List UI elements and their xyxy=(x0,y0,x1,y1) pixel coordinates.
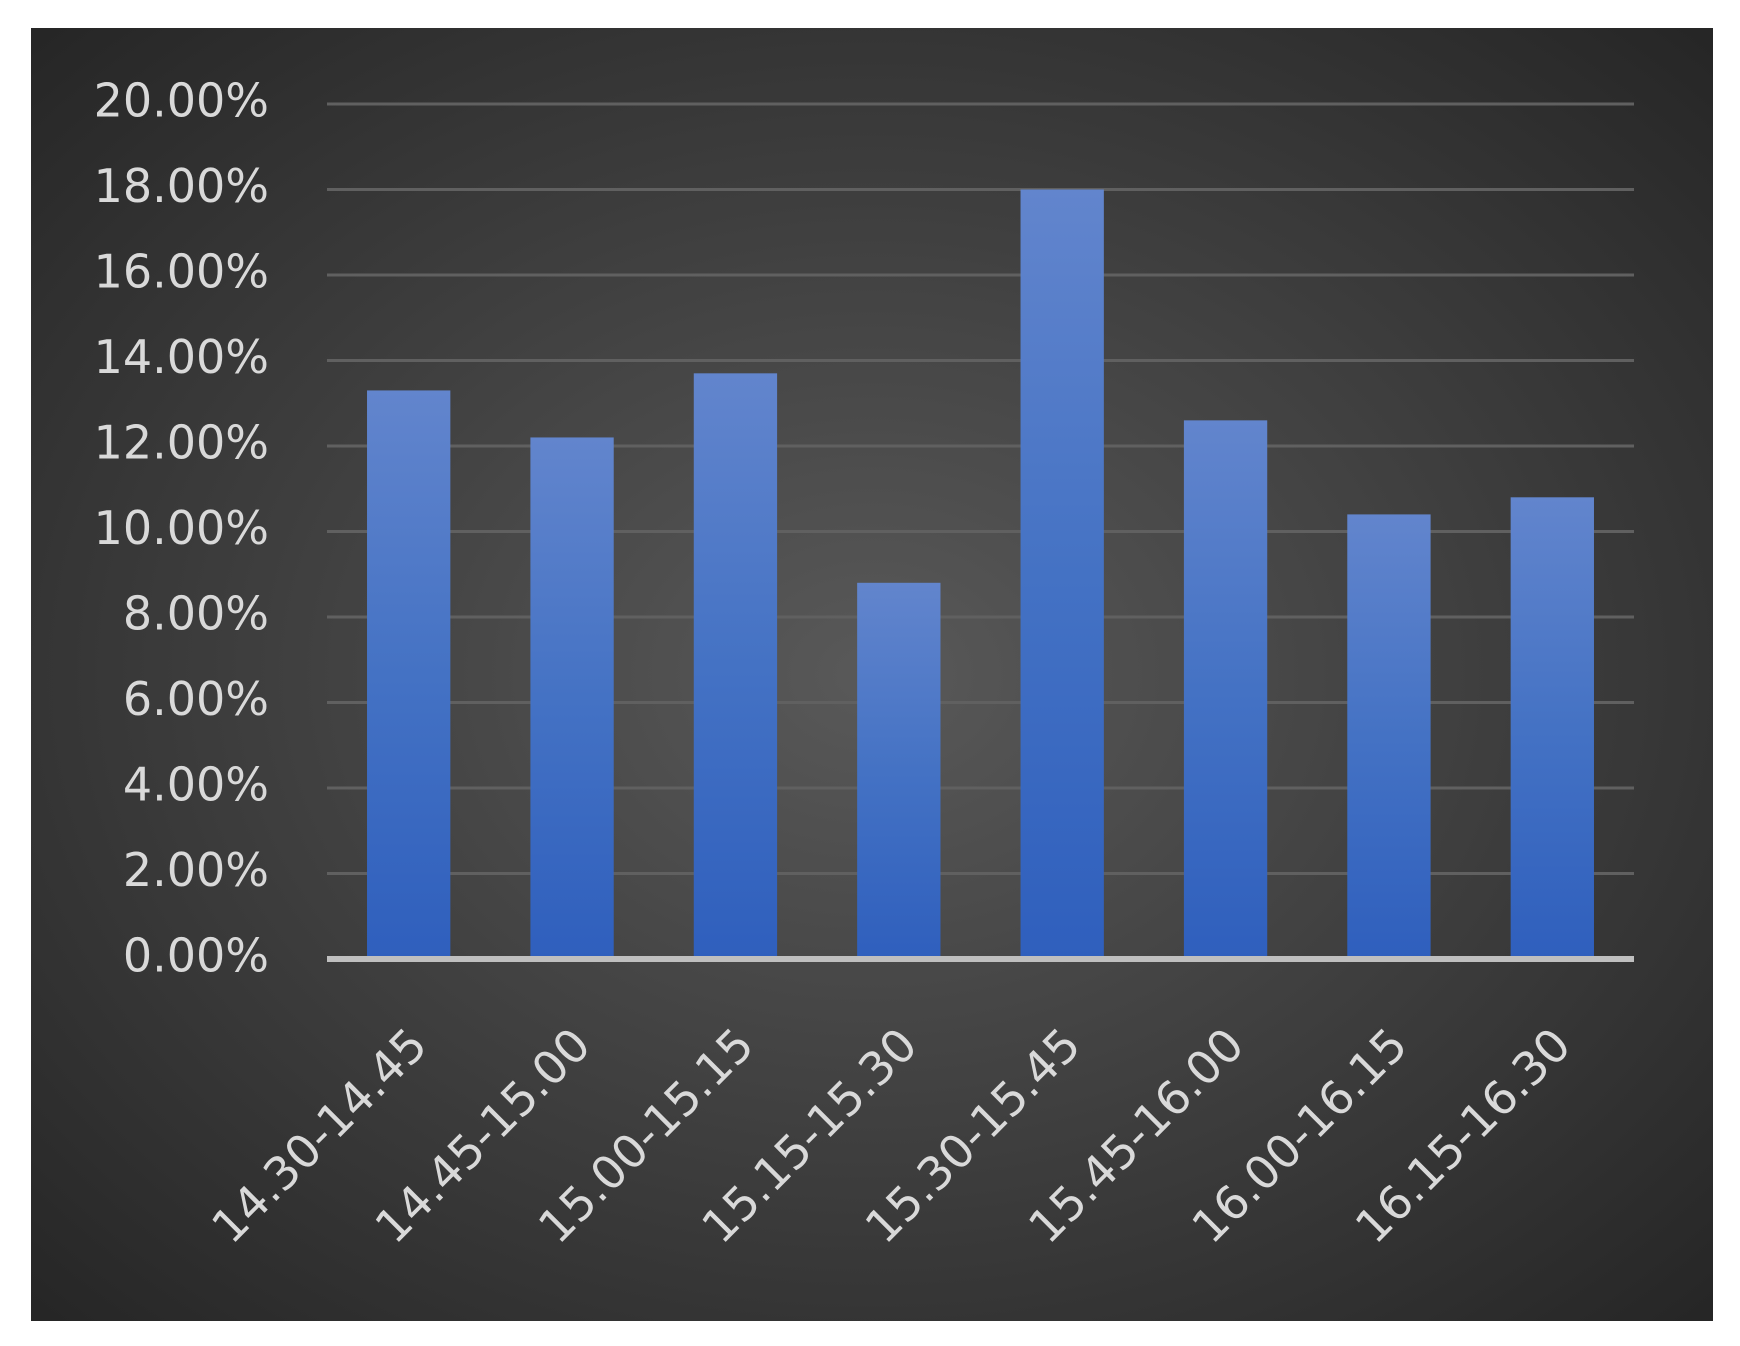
bar xyxy=(1347,514,1431,959)
y-tick-label: 14.00% xyxy=(94,330,269,384)
y-tick-label: 6.00% xyxy=(123,672,269,726)
bar xyxy=(1183,420,1268,960)
bar xyxy=(693,373,778,959)
y-tick-label: 20.00% xyxy=(94,74,269,128)
y-tick-label: 12.00% xyxy=(94,416,269,470)
y-tick-label: 8.00% xyxy=(123,587,269,641)
y-tick-label: 18.00% xyxy=(94,159,269,213)
bar xyxy=(530,437,614,959)
bar xyxy=(1510,497,1594,959)
y-tick-label: 10.00% xyxy=(94,501,269,555)
bar xyxy=(857,582,941,959)
y-tick-label: 0.00% xyxy=(123,929,269,983)
y-tick-label: 16.00% xyxy=(94,245,269,299)
y-tick-label: 4.00% xyxy=(123,758,269,812)
bar xyxy=(367,390,451,959)
bar xyxy=(1020,189,1104,959)
y-tick-label: 2.00% xyxy=(123,843,269,897)
